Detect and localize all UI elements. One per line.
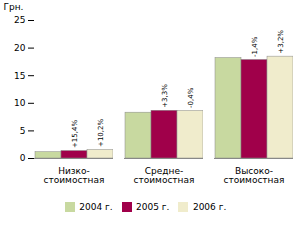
- svg-text:5: 5: [20, 126, 26, 136]
- html-text:2004 г.: 2004 г.: [79, 201, 113, 212]
- svg-text:Высоко-стоимостная: Высоко-стоимостная: [224, 166, 285, 185]
- html-text:2005 г.: 2005 г.: [136, 201, 170, 212]
- svg-text:-0,4%: -0,4%: [187, 87, 195, 108]
- svg-text:25: 25: [14, 15, 25, 25]
- svg-text:0: 0: [20, 153, 26, 163]
- svg-text:+10,2%: +10,2%: [97, 118, 105, 146]
- svg-text:Средне-стоимостная: Средне-стоимостная: [134, 166, 195, 185]
- svg-text:+15,4%: +15,4%: [71, 120, 79, 148]
- svg-text:15: 15: [14, 71, 25, 81]
- svg-text:10: 10: [14, 98, 26, 108]
- svg-text:Низко-стоимостная: Низко-стоимостная: [44, 166, 105, 185]
- svg-text:+3,2%: +3,2%: [277, 30, 285, 54]
- svg-text:Грн.: Грн.: [4, 2, 24, 12]
- html-text:2006 г.: 2006 г.: [192, 201, 227, 212]
- svg-text:20: 20: [14, 43, 26, 53]
- svg-text:-1,4%: -1,4%: [251, 36, 259, 57]
- svg-text:+3,3%: +3,3%: [161, 84, 169, 108]
